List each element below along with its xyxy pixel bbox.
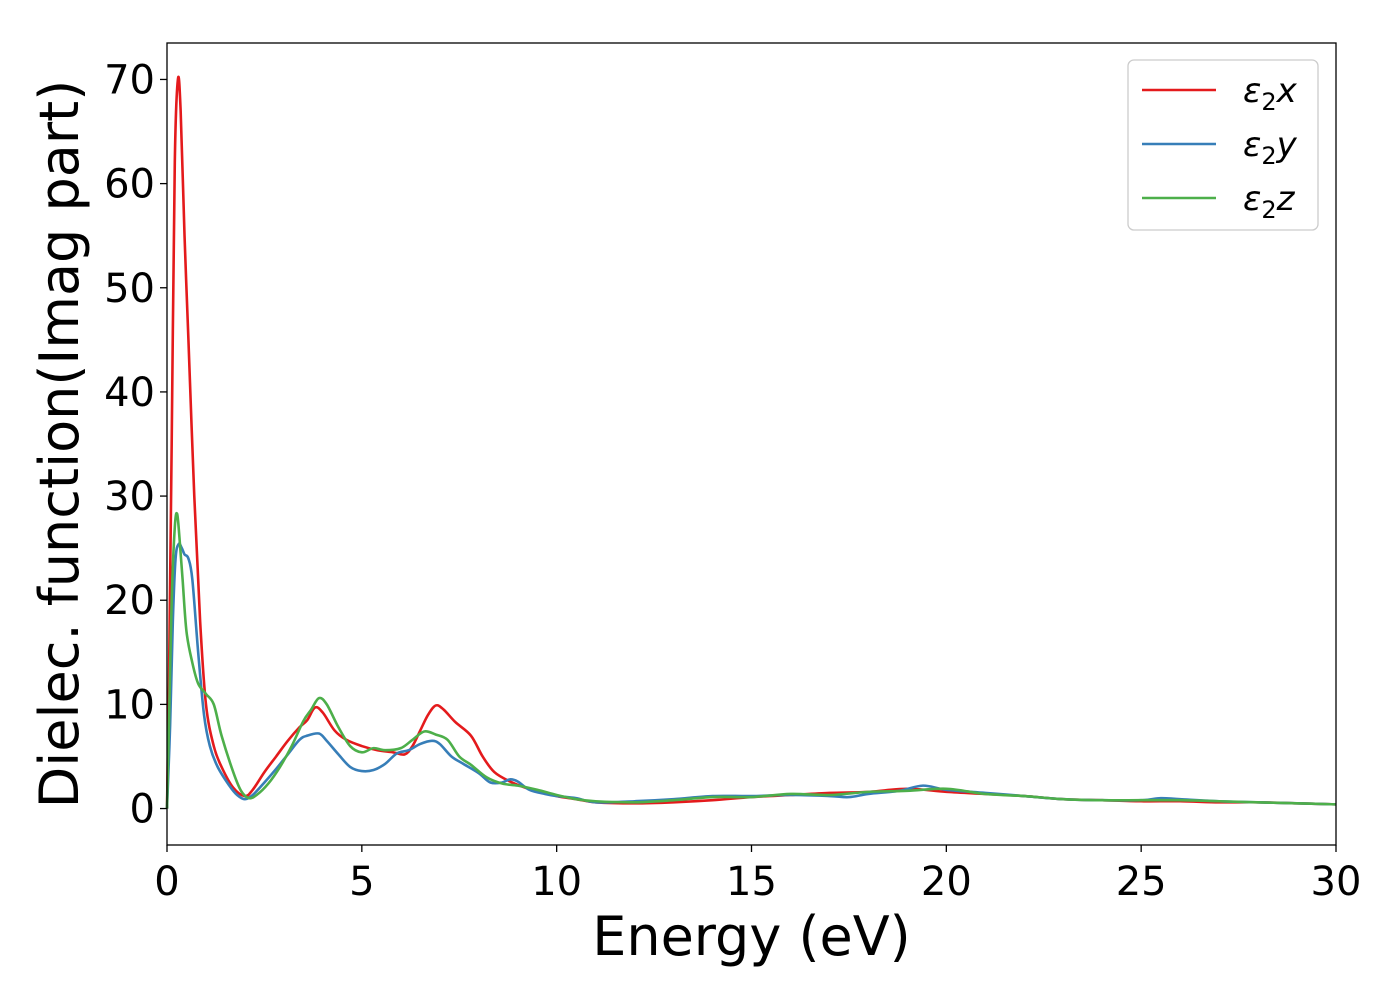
x-tick-label: 10 [531, 859, 582, 905]
y-tick-label: 70 [104, 57, 155, 103]
x-tick-label: 30 [1311, 859, 1362, 905]
y-axis-ticks: 0 10 20 30 40 50 60 70 [104, 57, 167, 833]
x-axis-title: Energy (eV) [592, 905, 911, 968]
y-tick-label: 40 [104, 370, 155, 416]
y-tick-label: 10 [104, 682, 155, 728]
x-axis-ticks: 0 5 10 15 20 25 30 [154, 845, 1361, 905]
y-tick-label: 30 [104, 474, 155, 520]
series-layer [165, 75, 1337, 809]
x-tick-label: 0 [154, 859, 179, 905]
x-tick-label: 20 [921, 859, 972, 905]
y-axis-title: Dielec. function(Imag part) [28, 80, 91, 809]
x-tick-label: 15 [726, 859, 777, 905]
legend: ε2x ε2y ε2z [1127, 59, 1319, 231]
series-line-z [165, 511, 1337, 809]
x-tick-label: 5 [349, 859, 374, 905]
x-tick-label: 25 [1116, 859, 1167, 905]
legend-label-x: ε2x [1243, 71, 1298, 116]
legend-label-y: ε2y [1243, 125, 1298, 170]
legend-label-z: ε2z [1243, 179, 1296, 224]
y-tick-label: 0 [130, 787, 155, 833]
y-tick-label: 60 [104, 162, 155, 208]
y-tick-label: 20 [104, 578, 155, 624]
y-tick-label: 50 [104, 266, 155, 312]
legend-box [1127, 59, 1319, 231]
